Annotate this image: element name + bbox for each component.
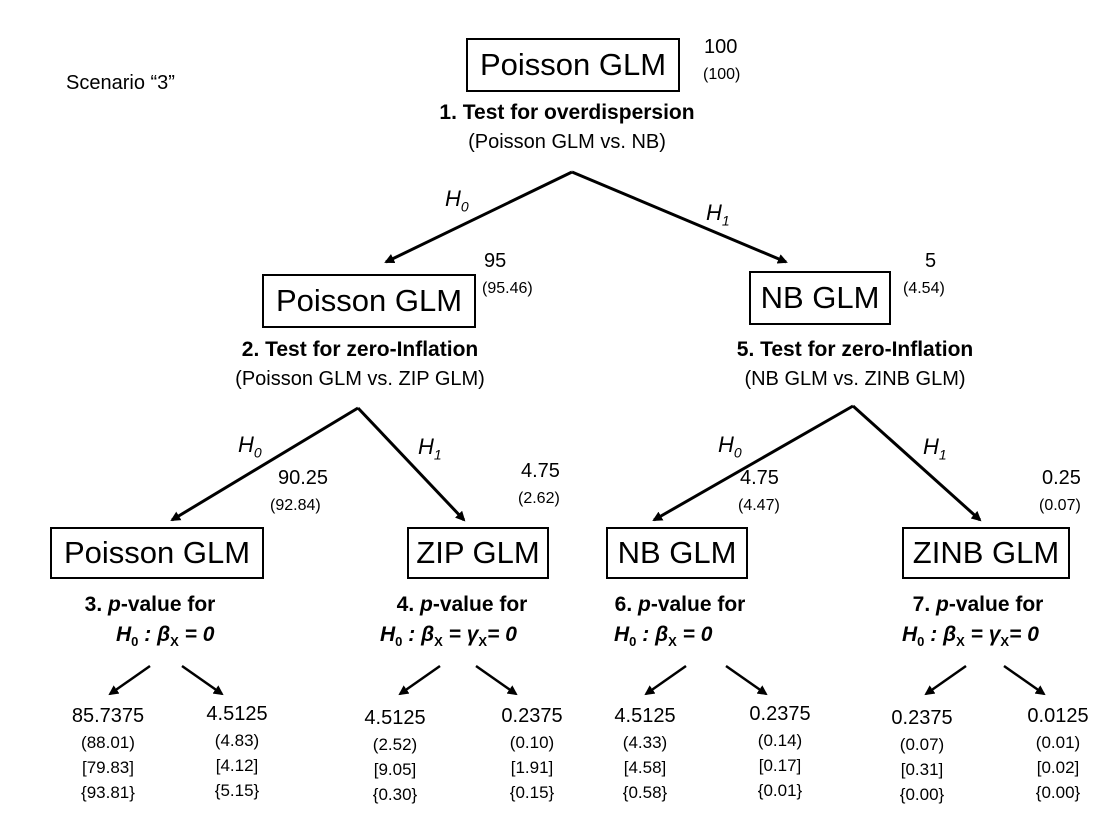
edge-root-left xyxy=(384,170,573,264)
edge-label-left-left: H0 xyxy=(238,432,262,461)
leaf-value: 4.5125 xyxy=(364,707,426,729)
leaf-1-left: 85.7375 (88.01) [79.83] {93.81} xyxy=(72,702,144,805)
edge-label-right-right: H1 xyxy=(923,434,947,463)
edge-m1-left xyxy=(108,664,151,696)
model-1-count-paren: (92.84) xyxy=(270,497,321,514)
edge-label-right-left: H0 xyxy=(718,432,742,461)
model-2-box: ZIP GLM xyxy=(407,527,549,579)
model-3-hypothesis: H0 : βX = 0 xyxy=(614,623,713,650)
edge-m3-left xyxy=(644,664,687,696)
right-count-paren: (4.54) xyxy=(903,280,945,297)
right-test-compare: (NB GLM vs. ZINB GLM) xyxy=(744,368,966,390)
leaf-paren: (0.07) xyxy=(899,735,945,754)
leaf-paren: (2.52) xyxy=(372,735,418,754)
leaf-value: 0.2375 xyxy=(749,703,811,725)
leaf-paren: (0.01) xyxy=(1035,733,1081,752)
leaf-bracket: [9.05] xyxy=(373,760,417,779)
leaf-brace: {0.15} xyxy=(509,783,555,802)
model-2-pvalue-caption: 4. p-value for xyxy=(396,593,528,616)
leaf-bracket: [4.12] xyxy=(215,756,259,775)
leaf-brace: {5.15} xyxy=(214,781,260,800)
left-count-paren: (95.46) xyxy=(482,280,533,297)
root-model-box: Poisson GLM xyxy=(466,38,680,92)
leaf-bracket: [0.02] xyxy=(1036,758,1080,777)
edge-m1-right xyxy=(181,664,224,696)
edge-label-root-right: H1 xyxy=(706,200,730,229)
leaf-bracket: [4.58] xyxy=(623,758,667,777)
left-count: 95 xyxy=(484,250,507,272)
leaf-value: 85.7375 xyxy=(71,705,145,727)
model-1-box: Poisson GLM xyxy=(50,527,264,579)
leaf-4-right: 0.0125 (0.01) [0.02] {0.00} xyxy=(1027,702,1088,805)
leaf-3-right: 0.2375 (0.14) [0.17] {0.01} xyxy=(749,700,810,803)
edge-left-left xyxy=(170,406,359,522)
leaf-2-right: 0.2375 (0.10) [1.91] {0.15} xyxy=(501,702,562,805)
edge-m2-left xyxy=(398,664,441,696)
leaf-2-left: 4.5125 (2.52) [9.05] {0.30} xyxy=(364,704,425,807)
right-model-box: NB GLM xyxy=(749,271,891,325)
model-4-count-paren: (0.07) xyxy=(1039,497,1081,514)
edge-right-left xyxy=(652,404,854,522)
left-test-name: 2. Test for zero-Inflation xyxy=(241,338,479,361)
leaf-value: 0.0125 xyxy=(1027,705,1089,727)
edge-right-right xyxy=(851,404,982,522)
leaf-bracket: [0.31] xyxy=(900,760,944,779)
left-model-box: Poisson GLM xyxy=(262,274,476,328)
leaf-brace: {0.30} xyxy=(372,785,418,804)
leaf-brace: {0.00} xyxy=(1035,783,1081,802)
model-3-box: NB GLM xyxy=(606,527,748,579)
leaf-paren: (0.14) xyxy=(757,731,803,750)
leaf-paren: (88.01) xyxy=(81,733,135,752)
leaf-1-right: 4.5125 (4.83) [4.12] {5.15} xyxy=(206,700,267,803)
scenario-label: Scenario “3” xyxy=(66,72,175,94)
leaf-3-left: 4.5125 (4.33) [4.58] {0.58} xyxy=(614,702,675,805)
leaf-paren: (0.10) xyxy=(509,733,555,752)
root-test-compare: (Poisson GLM vs. NB) xyxy=(468,131,666,153)
right-test-name: 5. Test for zero-Inflation xyxy=(736,338,974,361)
leaf-paren: (4.33) xyxy=(622,733,668,752)
model-2-count-paren: (2.62) xyxy=(518,490,560,507)
model-4-hypothesis: H0 : βX = γX= 0 xyxy=(902,623,1039,650)
edge-m2-right xyxy=(475,664,518,696)
model-1-count: 90.25 xyxy=(278,467,329,489)
leaf-value: 0.2375 xyxy=(891,707,953,729)
root-count: 100 xyxy=(704,36,738,58)
leaf-bracket: [1.91] xyxy=(510,758,554,777)
edge-m3-right xyxy=(725,664,768,696)
model-1-hypothesis: H0 : βX = 0 xyxy=(116,623,215,650)
left-test-compare: (Poisson GLM vs. ZIP GLM) xyxy=(235,368,485,390)
model-3-count: 4.75 xyxy=(740,467,779,489)
model-2-count: 4.75 xyxy=(521,460,560,482)
edge-label-root-left: H0 xyxy=(445,186,469,215)
leaf-value: 0.2375 xyxy=(501,705,563,727)
leaf-4-left: 0.2375 (0.07) [0.31] {0.00} xyxy=(891,704,952,807)
edge-left-right xyxy=(356,406,466,522)
leaf-value: 4.5125 xyxy=(614,705,676,727)
right-count: 5 xyxy=(925,250,937,272)
model-3-pvalue-caption: 6. p-value for xyxy=(614,593,746,616)
model-4-count: 0.25 xyxy=(1042,467,1081,489)
leaf-paren: (4.83) xyxy=(214,731,260,750)
leaf-bracket: [0.17] xyxy=(758,756,802,775)
root-count-paren: (100) xyxy=(703,66,741,83)
edge-m4-left xyxy=(924,664,967,696)
model-1-pvalue-caption: 3. p-value for xyxy=(84,593,216,616)
root-test-name: 1. Test for overdispersion xyxy=(439,101,695,124)
leaf-bracket: [79.83] xyxy=(81,758,134,777)
model-4-pvalue-caption: 7. p-value for xyxy=(912,593,1044,616)
model-3-count-paren: (4.47) xyxy=(738,497,780,514)
leaf-value: 4.5125 xyxy=(206,703,268,725)
edge-m4-right xyxy=(1003,664,1046,696)
edge-label-left-right: H1 xyxy=(418,434,442,463)
leaf-brace: {0.00} xyxy=(899,785,945,804)
model-2-hypothesis: H0 : βX = γX= 0 xyxy=(380,623,517,650)
leaf-brace: {0.58} xyxy=(622,783,668,802)
model-4-box: ZINB GLM xyxy=(902,527,1070,579)
leaf-brace: {93.81} xyxy=(81,783,135,802)
leaf-brace: {0.01} xyxy=(757,781,803,800)
edge-root-right xyxy=(571,170,788,264)
